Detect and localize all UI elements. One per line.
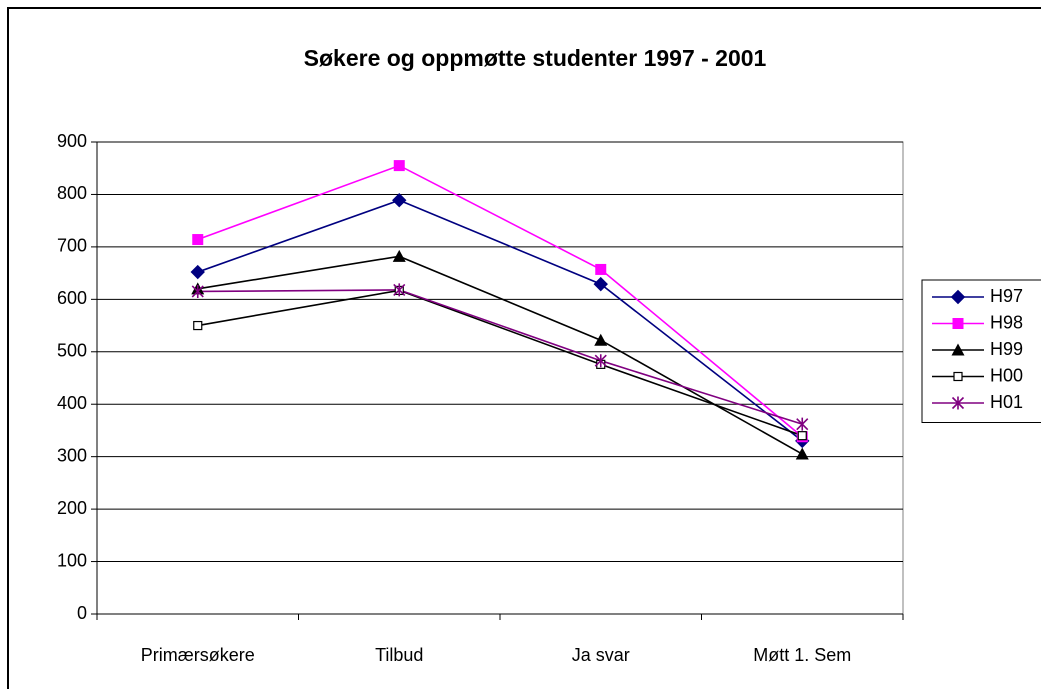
y-tick-label: 600 bbox=[57, 288, 87, 308]
legend-label: H97 bbox=[990, 286, 1023, 306]
marker bbox=[392, 193, 407, 208]
y-tick-label: 500 bbox=[57, 341, 87, 361]
marker bbox=[796, 417, 809, 431]
marker bbox=[594, 354, 607, 368]
marker bbox=[951, 343, 965, 356]
plot-area bbox=[96, 141, 904, 615]
x-tick-label: Møtt 1. Sem bbox=[753, 645, 851, 665]
marker bbox=[192, 234, 204, 246]
y-tick-label: 300 bbox=[57, 445, 87, 465]
y-tick-label: 700 bbox=[57, 236, 87, 256]
y-tick-label: 800 bbox=[57, 183, 87, 203]
marker bbox=[594, 333, 608, 346]
y-tick-label: 0 bbox=[77, 603, 87, 623]
series-line bbox=[197, 289, 803, 437]
series-line bbox=[197, 164, 803, 438]
marker bbox=[593, 276, 608, 292]
legend-label: H99 bbox=[990, 339, 1023, 359]
marker bbox=[193, 320, 203, 331]
series-line bbox=[197, 199, 803, 442]
marker bbox=[392, 249, 406, 262]
legend-box bbox=[921, 279, 1041, 423]
marker bbox=[950, 289, 966, 305]
legend: H97 H98 H99 H00 H01 bbox=[921, 279, 1041, 423]
y-tick-label: 100 bbox=[57, 550, 87, 570]
marker bbox=[393, 160, 405, 172]
marker bbox=[795, 447, 809, 460]
chart-title: Søkere og oppmøtte studenter 1997 - 2001 bbox=[304, 45, 767, 71]
series-line bbox=[197, 289, 803, 425]
legend-label: H01 bbox=[990, 392, 1023, 412]
marker bbox=[595, 263, 607, 275]
legend-label: H00 bbox=[990, 365, 1023, 385]
y-tick-label: 900 bbox=[57, 131, 87, 151]
x-tick-label: Tilbud bbox=[375, 645, 423, 665]
x-tick-label: Primærsøkere bbox=[141, 645, 255, 665]
marker bbox=[190, 264, 205, 280]
marker bbox=[952, 318, 964, 329]
y-tick-label: 200 bbox=[57, 498, 87, 518]
marker bbox=[393, 283, 406, 297]
series-line bbox=[197, 255, 803, 455]
legend-label: H98 bbox=[990, 312, 1023, 332]
marker bbox=[191, 284, 204, 298]
y-tick-label: 400 bbox=[57, 393, 87, 413]
marker bbox=[953, 371, 963, 382]
marker bbox=[951, 396, 965, 410]
marker bbox=[797, 431, 807, 441]
x-tick-label: Ja svar bbox=[572, 645, 630, 665]
